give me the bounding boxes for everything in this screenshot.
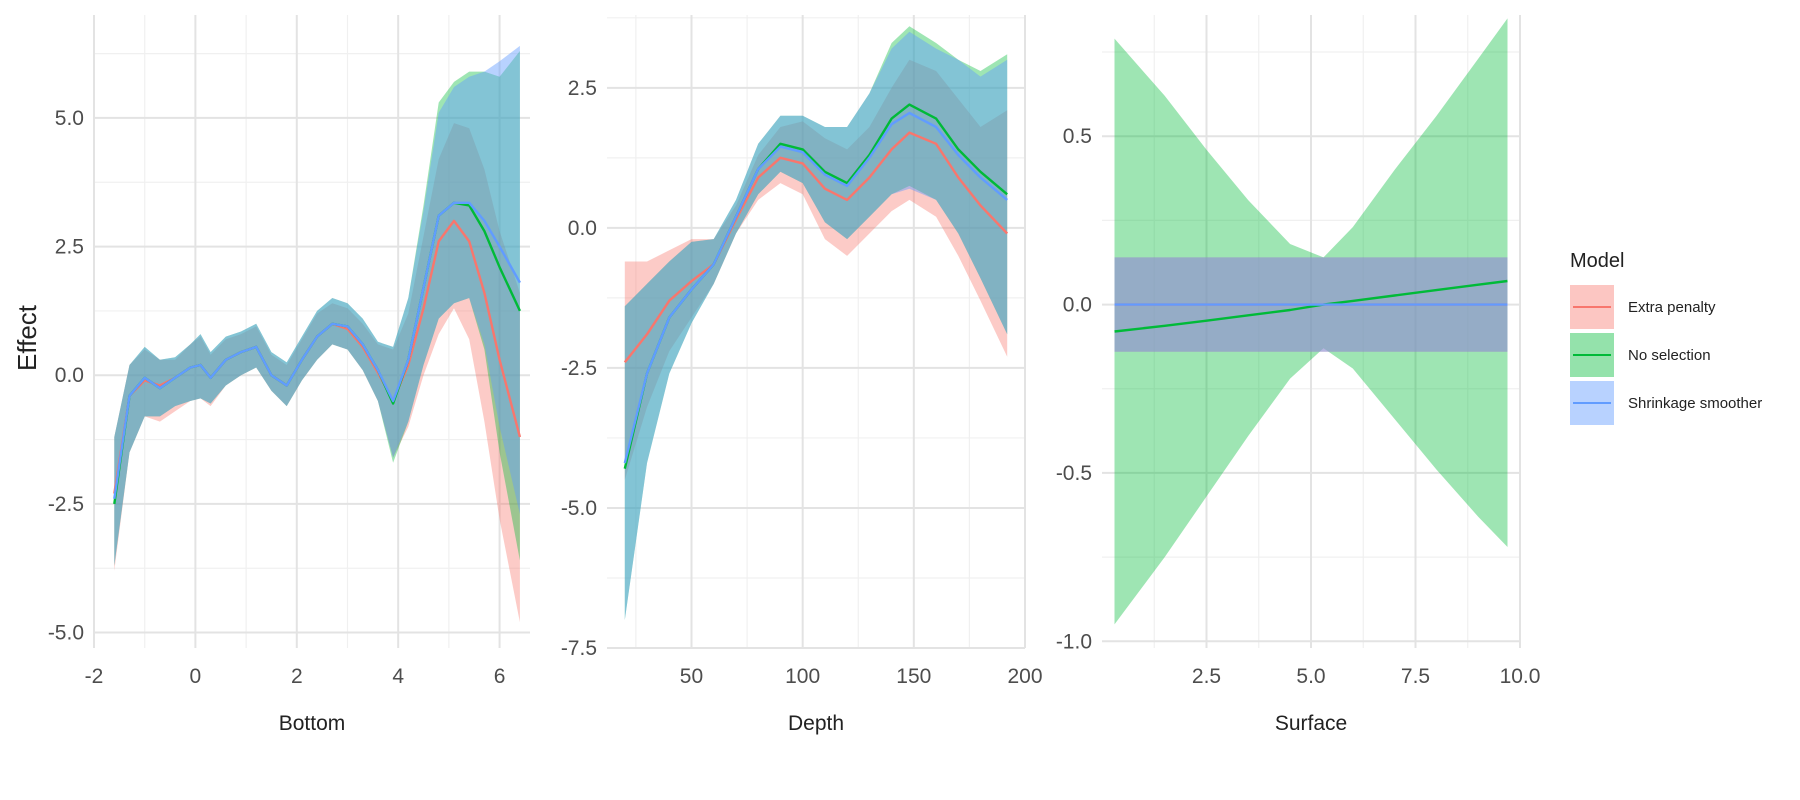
y-tick-label: -5.0 — [48, 622, 84, 645]
x-tick-label: 6 — [494, 665, 506, 688]
x-tick-label: 10.0 — [1500, 665, 1541, 688]
legend-key-shrinkage-smoother — [1570, 381, 1614, 425]
y-tick-label: 5.0 — [55, 107, 84, 130]
x-tick-label: 100 — [785, 665, 820, 688]
line-shrinkage-smoother — [623, 111, 1008, 464]
line-shrinkage-smoother — [113, 201, 521, 499]
legend-item-no-selection: No selection — [1570, 331, 1762, 379]
band-shrinkage-smoother — [114, 45, 520, 566]
y-tick-label: -0.5 — [1056, 462, 1092, 485]
legend-label-extra-penalty: Extra penalty — [1628, 298, 1716, 316]
legend-item-shrinkage-smoother: Shrinkage smoother — [1570, 379, 1762, 427]
band-extra-penalty — [114, 123, 520, 623]
line-extra-penalty — [623, 131, 1009, 364]
y-tick-label: 2.5 — [55, 236, 84, 259]
y-tick-label: 0.0 — [55, 364, 84, 387]
x-axis-title: Bottom — [279, 712, 346, 735]
x-tick-label: 2.5 — [1192, 665, 1221, 688]
y-tick-label: -7.5 — [561, 637, 597, 660]
y-tick-label: 0.0 — [568, 217, 597, 240]
y-tick-label: 0.5 — [1063, 125, 1092, 148]
x-tick-label: 150 — [896, 665, 931, 688]
legend-item-extra-penalty: Extra penalty — [1570, 283, 1762, 331]
x-tick-label: 7.5 — [1401, 665, 1430, 688]
x-tick-label: 4 — [392, 665, 404, 688]
x-tick-label: 0 — [190, 665, 202, 688]
band-shrinkage-smoother — [624, 31, 1008, 621]
y-tick-label: 2.5 — [568, 77, 597, 100]
legend-key-no-selection — [1570, 333, 1614, 377]
panel-depth: 50 100 150 200 -7.5 -5.0 -2.5 0.0 2.5 Depth — [561, 15, 1043, 735]
x-tick-label: 5.0 — [1296, 665, 1325, 688]
legend-label-no-selection: No selection — [1628, 346, 1711, 364]
legend: Model Extra penalty No selection Shrinka… — [1570, 250, 1762, 427]
x-tick-label: -2 — [85, 665, 104, 688]
legend-label-shrinkage-smoother: Shrinkage smoother — [1628, 394, 1763, 412]
y-tick-label: -2.5 — [48, 493, 84, 516]
band-no-selection — [624, 26, 1008, 620]
y-tick-label: 0.0 — [1063, 294, 1092, 317]
band-extra-penalty — [624, 59, 1008, 480]
band-no-selection — [1114, 18, 1508, 625]
y-axis-title: Effect — [12, 304, 42, 371]
panel-surface: 2.5 5.0 7.5 10.0 -1.0 -0.5 0.0 0.5 Surface — [1056, 15, 1541, 735]
x-tick-label: 200 — [1007, 665, 1042, 688]
x-axis-title: Surface — [1275, 712, 1347, 735]
x-axis-title: Depth — [788, 712, 844, 735]
x-tick-label: 2 — [291, 665, 303, 688]
panel-bottom: -2 0 2 4 6 -5.0 -2.5 0.0 2.5 5.0 Bottom — [48, 15, 530, 735]
y-tick-label: -5.0 — [561, 497, 597, 520]
legend-title: Model — [1570, 250, 1625, 272]
y-tick-label: -1.0 — [1056, 630, 1092, 653]
x-tick-label: 50 — [680, 665, 703, 688]
legend-key-extra-penalty — [1570, 285, 1614, 329]
band-no-selection — [114, 51, 520, 566]
y-tick-label: -2.5 — [561, 357, 597, 380]
